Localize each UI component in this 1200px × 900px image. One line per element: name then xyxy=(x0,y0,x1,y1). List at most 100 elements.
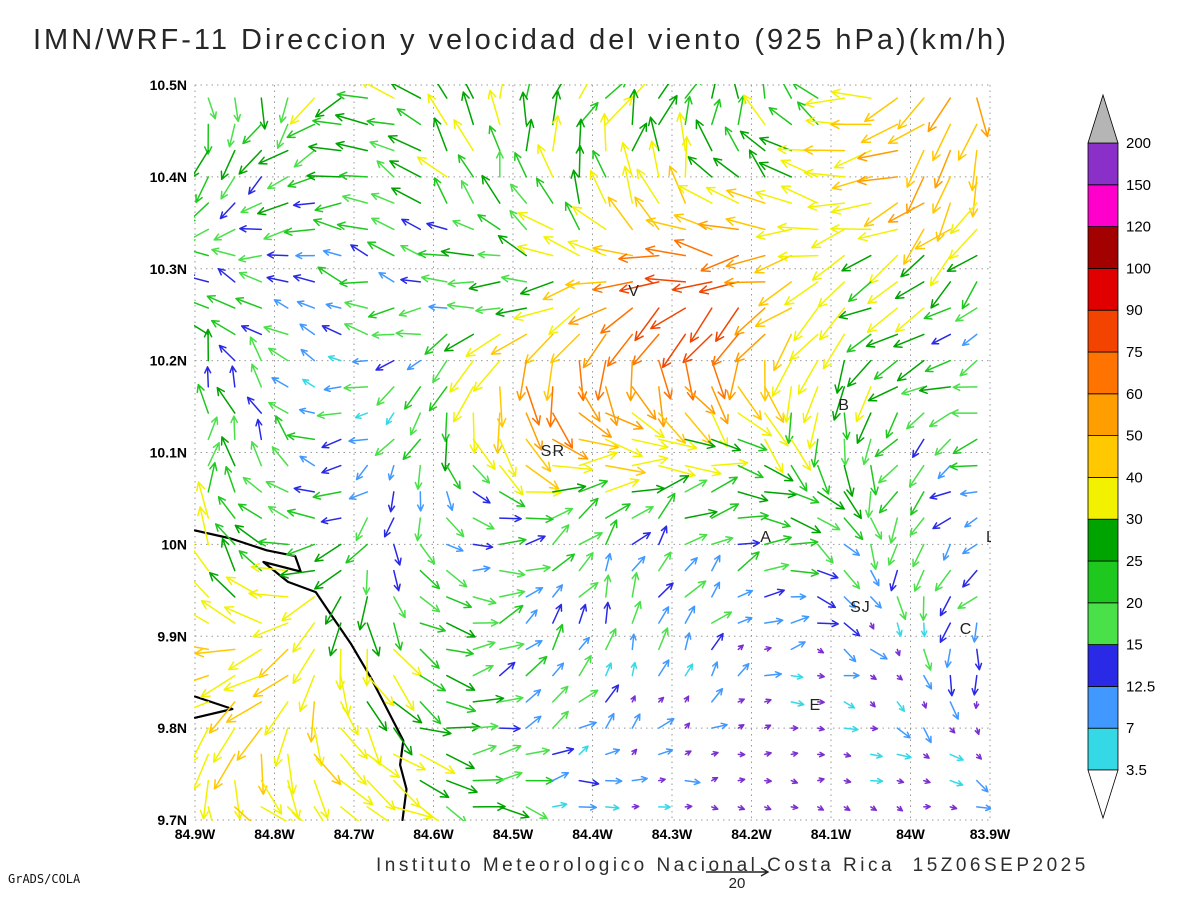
wind-vector xyxy=(236,727,263,761)
wind-vector xyxy=(263,325,289,336)
wind-vector xyxy=(650,307,687,330)
wind-vector xyxy=(348,491,369,501)
wind-vector xyxy=(870,569,880,587)
wind-vector xyxy=(726,188,766,204)
wind-vector xyxy=(846,333,872,353)
wind-vector xyxy=(472,517,495,530)
wind-vector xyxy=(906,412,925,430)
wind-vector xyxy=(857,228,899,242)
grads-credit: GrADS/COLA xyxy=(8,872,81,886)
wind-vector xyxy=(764,724,772,730)
wind-vector xyxy=(298,674,316,712)
wind-vector xyxy=(216,386,236,414)
wind-vector xyxy=(289,97,316,125)
wind-vector xyxy=(268,401,289,414)
wind-vector xyxy=(658,606,670,624)
wind-vector xyxy=(208,701,236,734)
wind-vector xyxy=(495,307,528,317)
wind-vector xyxy=(212,727,236,763)
wind-vector xyxy=(658,492,676,519)
wind-vector xyxy=(605,478,640,493)
wind-vector xyxy=(195,176,210,204)
wind-vector xyxy=(887,543,899,566)
wind-vector xyxy=(519,281,554,296)
colorbar-label: 40 xyxy=(1126,469,1143,486)
wind-vector xyxy=(819,307,846,341)
wind-vector xyxy=(822,333,846,370)
wind-vector xyxy=(268,347,289,362)
wind-vector xyxy=(782,386,793,423)
wind-vector xyxy=(912,543,925,568)
wind-vector xyxy=(724,126,740,152)
wind-vector xyxy=(419,674,447,692)
wind-vector xyxy=(525,776,554,785)
wind-vector xyxy=(684,386,716,415)
wind-vector xyxy=(552,115,562,152)
wind-vector xyxy=(594,359,607,401)
wind-vector xyxy=(396,108,422,126)
wind-vector xyxy=(475,306,501,314)
reference-vector-arrow xyxy=(706,867,770,877)
wind-vector xyxy=(909,517,925,536)
wind-vector xyxy=(340,674,352,716)
wind-vector xyxy=(932,123,952,162)
wind-vector xyxy=(446,596,473,609)
wind-vector xyxy=(715,307,740,342)
wind-vector xyxy=(817,596,837,609)
wind-vector xyxy=(321,464,342,475)
wind-vector xyxy=(867,281,899,305)
wind-vector xyxy=(313,727,325,767)
wind-vector xyxy=(949,701,960,720)
wind-vector xyxy=(230,415,239,441)
x-tick-label: 84.9W xyxy=(175,826,216,842)
wind-vector xyxy=(764,777,772,784)
wind-vector xyxy=(286,123,316,139)
wind-vector xyxy=(249,336,263,362)
wind-vector xyxy=(777,222,819,233)
wind-vector xyxy=(600,112,610,152)
wind-vector xyxy=(952,383,978,392)
wind-vector xyxy=(314,569,342,590)
wind-vector xyxy=(762,84,766,99)
wind-vector xyxy=(552,584,564,598)
wind-vector xyxy=(684,632,692,651)
colorbar-label: 75 xyxy=(1126,344,1143,361)
wind-vector xyxy=(841,254,872,272)
wind-vector xyxy=(949,462,978,471)
wind-vector xyxy=(578,450,618,467)
wind-vector xyxy=(578,689,599,703)
wind-vector xyxy=(867,386,899,402)
wind-vector xyxy=(929,254,952,287)
wind-vector xyxy=(737,644,744,651)
wind-vector xyxy=(582,333,607,369)
wind-vector xyxy=(276,123,289,149)
wind-vector xyxy=(754,254,793,274)
wind-vector xyxy=(493,412,503,454)
wind-vector xyxy=(552,746,575,756)
wind-vector xyxy=(843,701,856,709)
wind-vector xyxy=(790,438,811,471)
wind-vector xyxy=(932,517,952,530)
wind-vector xyxy=(817,517,841,531)
wind-vector xyxy=(472,542,494,550)
wind-vector xyxy=(725,254,766,269)
wind-vector xyxy=(840,438,850,466)
wind-vector xyxy=(734,333,766,363)
colorbar-label: 15 xyxy=(1126,637,1143,654)
colorbar-segment xyxy=(1087,602,1119,645)
y-tick-label: 10.4N xyxy=(150,169,187,185)
wind-vector xyxy=(578,745,589,756)
wind-vector xyxy=(194,202,210,222)
wind-vector xyxy=(631,505,654,519)
wind-vector xyxy=(393,569,401,592)
wind-vector xyxy=(194,727,210,762)
wind-vector xyxy=(266,275,289,283)
wind-vector xyxy=(934,569,952,592)
wind-vector xyxy=(923,648,933,671)
wind-vector xyxy=(810,438,819,468)
wind-vector xyxy=(578,497,599,519)
colorbar-segment xyxy=(1087,476,1119,520)
wind-vector xyxy=(308,143,342,152)
wind-vector xyxy=(605,777,623,785)
